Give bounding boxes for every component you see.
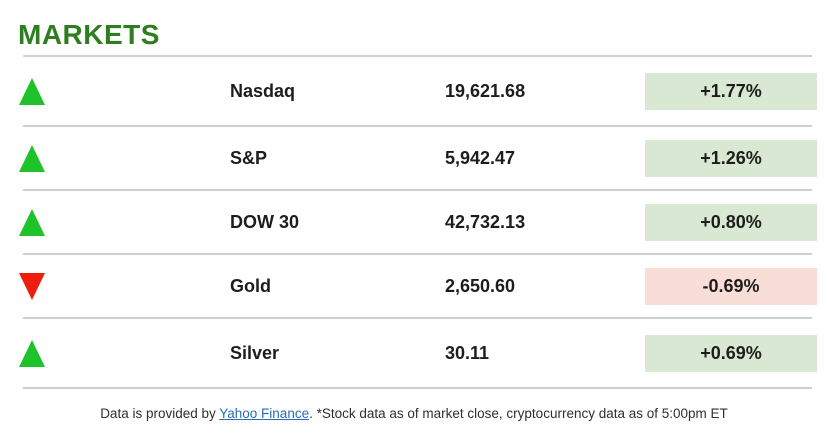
market-value: 5,942.47 [445, 147, 516, 168]
row-divider [23, 189, 812, 191]
widget-header: MARKETS [0, 0, 828, 55]
direction-cell [19, 77, 230, 105]
market-row: Nasdaq 19,621.68 +1.77% [0, 57, 828, 125]
row-divider [23, 253, 812, 255]
market-row: Gold 2,650.60 -0.69% [0, 255, 828, 317]
market-change-badge: -0.69% [645, 267, 817, 305]
market-name: Nasdaq [230, 80, 296, 101]
direction-cell [19, 144, 230, 172]
direction-cell [19, 272, 230, 300]
header-divider [23, 55, 812, 57]
row-divider [23, 387, 812, 389]
market-name: DOW 30 [230, 211, 300, 232]
footer-attribution: Data is provided by Yahoo Finance. *Stoc… [0, 389, 828, 421]
market-change-badge: +1.77% [645, 72, 817, 110]
up-triangle-icon [19, 144, 45, 172]
up-triangle-icon [19, 77, 45, 105]
footer-text-before-link: Data is provided by [100, 406, 220, 421]
market-row: Silver 30.11 +0.69% [0, 319, 828, 387]
market-row: DOW 30 42,732.13 +0.80% [0, 191, 828, 253]
market-value: 19,621.68 [445, 80, 526, 101]
row-divider [23, 317, 812, 319]
row-divider [23, 125, 812, 127]
market-value: 2,650.60 [445, 275, 516, 296]
market-value: 30.11 [445, 342, 490, 363]
market-row: S&P 5,942.47 +1.26% [0, 127, 828, 189]
market-change-badge: +0.80% [645, 203, 817, 241]
direction-cell [19, 339, 230, 367]
market-value: 42,732.13 [445, 211, 526, 232]
page-title: MARKETS [18, 19, 160, 50]
direction-cell [19, 208, 230, 236]
up-triangle-icon [19, 339, 45, 367]
footer-text-after-link: . *Stock data as of market close, crypto… [309, 406, 728, 421]
up-triangle-icon [19, 208, 45, 236]
yahoo-finance-link[interactable]: Yahoo Finance [219, 406, 310, 421]
market-name: Silver [230, 342, 280, 363]
markets-table: Nasdaq 19,621.68 +1.77% S&P 5,942.47 +1.… [0, 57, 828, 389]
market-change-badge: +1.26% [645, 139, 817, 177]
market-name: Gold [230, 275, 271, 296]
market-change-badge: +0.69% [645, 334, 817, 372]
down-triangle-icon [19, 272, 45, 300]
market-name: S&P [230, 147, 268, 168]
